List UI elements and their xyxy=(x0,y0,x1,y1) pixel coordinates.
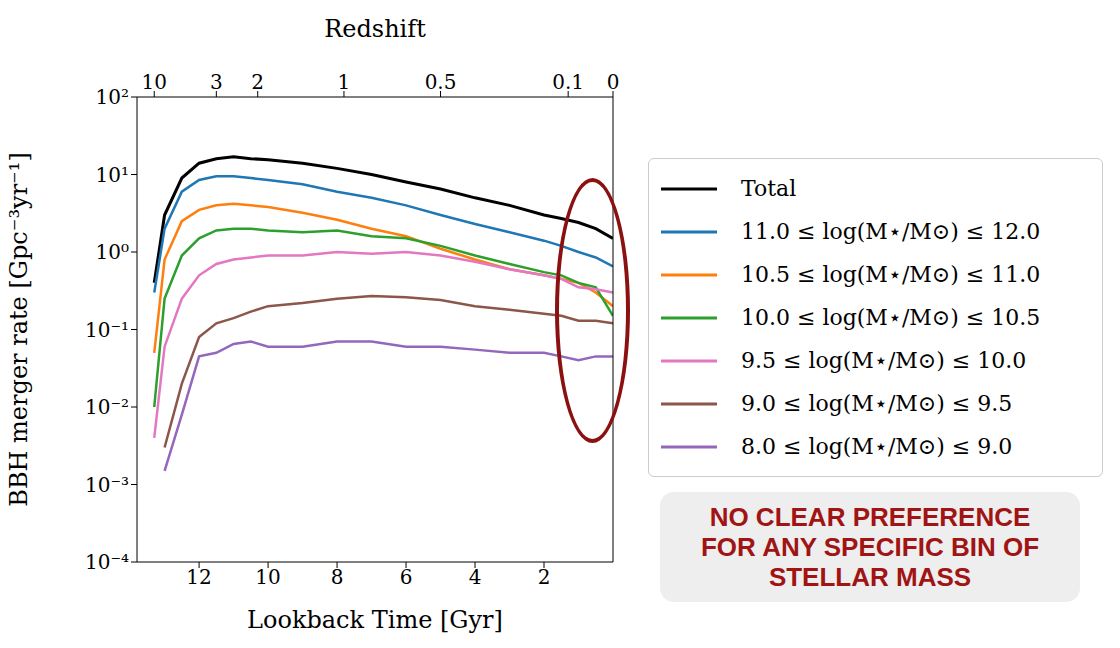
svg-text:10: 10 xyxy=(255,565,280,589)
svg-text:0.5: 0.5 xyxy=(425,70,457,94)
svg-text:10¹: 10¹ xyxy=(96,163,129,187)
svg-text:10⁻⁴: 10⁻⁴ xyxy=(85,550,129,574)
svg-text:Redshift: Redshift xyxy=(324,15,426,43)
html-text:NO CLEAR PREFERENCE FOR ANY SP: NO CLEAR PREFERENCE FOR ANY SPECIFIC BIN… xyxy=(701,502,1039,592)
html-text:10.0 ≤ log(M⋆/M⊙) ≤ 10.5: 10.0 ≤ log(M⋆/M⊙) ≤ 10.5 xyxy=(741,305,1041,330)
svg-text:10: 10 xyxy=(142,70,167,94)
html-text:9.5 ≤ log(M⋆/M⊙) ≤ 10.0: 9.5 ≤ log(M⋆/M⊙) ≤ 10.0 xyxy=(741,348,1027,373)
html-text:11.0 ≤ log(M⋆/M⊙) ≤ 12.0: 11.0 ≤ log(M⋆/M⊙) ≤ 12.0 xyxy=(741,219,1041,244)
svg-text:4: 4 xyxy=(469,565,482,589)
svg-text:10⁰: 10⁰ xyxy=(96,240,129,264)
svg-text:2: 2 xyxy=(251,70,264,94)
svg-text:6: 6 xyxy=(400,565,413,589)
html-text:8.0 ≤ log(M⋆/M⊙) ≤ 9.0: 8.0 ≤ log(M⋆/M⊙) ≤ 9.0 xyxy=(741,434,1013,459)
svg-text:1: 1 xyxy=(338,70,351,94)
svg-text:10⁻¹: 10⁻¹ xyxy=(85,318,129,342)
svg-text:10²: 10² xyxy=(96,85,129,109)
svg-text:10⁻²: 10⁻² xyxy=(85,395,129,419)
svg-text:Lookback Time [Gyr]: Lookback Time [Gyr] xyxy=(247,606,503,634)
html-text:9.0 ≤ log(M⋆/M⊙) ≤ 9.5: 9.0 ≤ log(M⋆/M⊙) ≤ 9.5 xyxy=(741,391,1013,416)
svg-text:10⁻³: 10⁻³ xyxy=(85,473,129,497)
svg-text:0: 0 xyxy=(607,70,620,94)
svg-text:12: 12 xyxy=(186,565,211,589)
svg-text:BBH merger rate [Gpc⁻³yr⁻¹]: BBH merger rate [Gpc⁻³yr⁻¹] xyxy=(5,152,33,507)
svg-text:0.1: 0.1 xyxy=(552,70,584,94)
html-text:10.5 ≤ log(M⋆/M⊙) ≤ 11.0: 10.5 ≤ log(M⋆/M⊙) ≤ 11.0 xyxy=(741,262,1041,287)
svg-text:8: 8 xyxy=(331,565,344,589)
svg-text:2: 2 xyxy=(538,565,551,589)
html-text:Total: Total xyxy=(741,176,797,201)
svg-text:3: 3 xyxy=(210,70,223,94)
